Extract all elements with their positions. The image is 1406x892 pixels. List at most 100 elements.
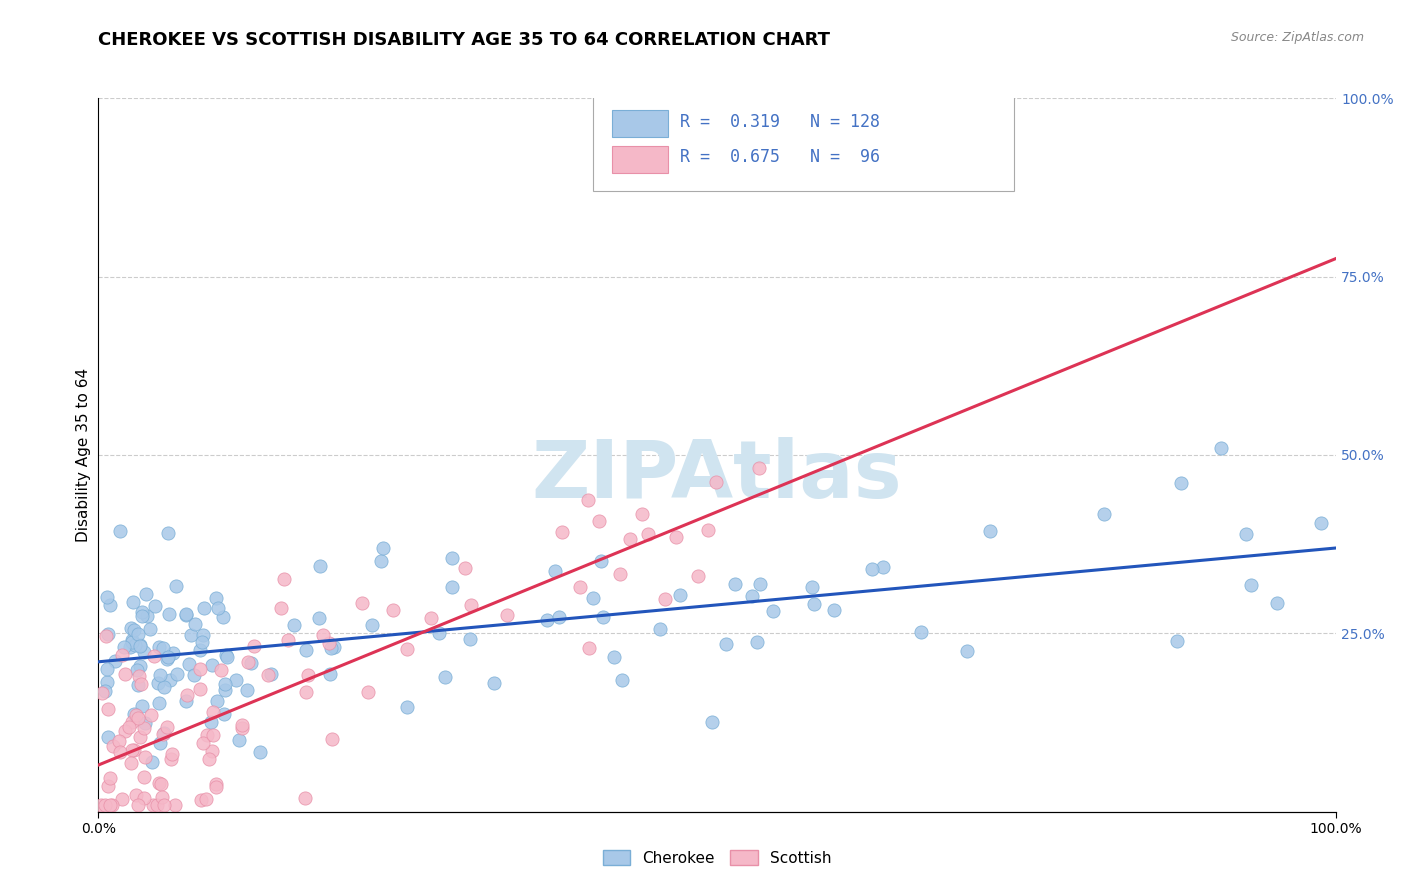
- Point: [1236, 526, 1258, 541]
- Point: [122, 707, 145, 722]
- Point: [129, 676, 152, 690]
- Point: [127, 711, 149, 725]
- Point: [352, 596, 374, 610]
- Point: [277, 633, 299, 648]
- Point: [212, 707, 235, 722]
- Point: [318, 636, 340, 650]
- Point: [270, 601, 292, 615]
- Point: [700, 714, 723, 729]
- Point: [714, 637, 737, 651]
- Point: [112, 640, 135, 655]
- Point: [205, 777, 228, 791]
- Point: [803, 597, 825, 611]
- Point: [179, 657, 201, 671]
- Point: [121, 742, 143, 756]
- Point: [157, 526, 180, 541]
- Point: [142, 648, 165, 663]
- FancyBboxPatch shape: [612, 111, 668, 137]
- Point: [176, 688, 198, 702]
- Point: [103, 739, 125, 753]
- Point: [228, 733, 250, 747]
- Point: [603, 649, 626, 664]
- Point: [111, 648, 134, 662]
- Point: [127, 663, 149, 677]
- Point: [589, 554, 612, 568]
- Point: [94, 797, 117, 812]
- Point: [129, 659, 152, 673]
- Point: [110, 524, 132, 538]
- Point: [697, 523, 720, 537]
- Point: [156, 652, 179, 666]
- Point: [120, 622, 142, 636]
- Point: [153, 680, 176, 694]
- Point: [214, 676, 236, 690]
- Point: [319, 640, 342, 655]
- Point: [97, 627, 120, 641]
- Point: [139, 707, 162, 722]
- Point: [458, 632, 481, 646]
- Point: [373, 541, 395, 556]
- Point: [201, 744, 224, 758]
- Point: [382, 603, 405, 617]
- Point: [160, 747, 183, 761]
- Point: [132, 791, 155, 805]
- Point: [295, 685, 318, 699]
- Point: [121, 634, 143, 648]
- Point: [114, 724, 136, 739]
- Point: [205, 693, 228, 707]
- Point: [427, 625, 450, 640]
- Point: [96, 675, 118, 690]
- Point: [141, 755, 163, 769]
- Point: [482, 676, 505, 690]
- Point: [979, 524, 1001, 539]
- Point: [190, 682, 212, 697]
- Point: [273, 572, 295, 586]
- Point: [90, 797, 112, 812]
- Legend: Cherokee, Scottish: Cherokee, Scottish: [596, 844, 838, 871]
- Point: [249, 745, 271, 759]
- Point: [619, 532, 641, 546]
- Point: [180, 628, 202, 642]
- Point: [631, 508, 654, 522]
- Point: [323, 640, 346, 654]
- Point: [149, 668, 172, 682]
- Point: [396, 641, 419, 656]
- Point: [193, 601, 215, 615]
- Point: [724, 577, 747, 591]
- Point: [98, 771, 121, 785]
- Point: [94, 684, 117, 698]
- Point: [665, 530, 688, 544]
- Point: [120, 640, 142, 654]
- Point: [357, 685, 380, 699]
- Point: [142, 797, 165, 812]
- Point: [97, 779, 120, 793]
- Point: [225, 673, 247, 687]
- Point: [163, 797, 186, 812]
- Point: [956, 643, 979, 657]
- Point: [122, 594, 145, 608]
- Point: [124, 638, 146, 652]
- Point: [440, 550, 463, 565]
- Point: [156, 649, 179, 664]
- Point: [183, 668, 205, 682]
- Point: [860, 562, 883, 576]
- Point: [747, 634, 769, 648]
- Point: [122, 742, 145, 756]
- Point: [148, 697, 170, 711]
- Point: [460, 598, 482, 612]
- Point: [312, 628, 335, 642]
- Point: [910, 624, 932, 639]
- Point: [125, 788, 148, 802]
- Point: [872, 560, 894, 574]
- Point: [96, 662, 118, 676]
- Point: [134, 716, 156, 731]
- Point: [309, 559, 332, 574]
- Point: [823, 603, 845, 617]
- Text: R =  0.319   N = 128: R = 0.319 N = 128: [681, 112, 880, 130]
- Text: ZIPAtlas: ZIPAtlas: [531, 437, 903, 516]
- Point: [146, 797, 169, 812]
- Point: [150, 790, 173, 805]
- Point: [134, 750, 156, 764]
- Point: [609, 567, 631, 582]
- Text: CHEROKEE VS SCOTTISH DISABILITY AGE 35 TO 64 CORRELATION CHART: CHEROKEE VS SCOTTISH DISABILITY AGE 35 T…: [98, 31, 831, 49]
